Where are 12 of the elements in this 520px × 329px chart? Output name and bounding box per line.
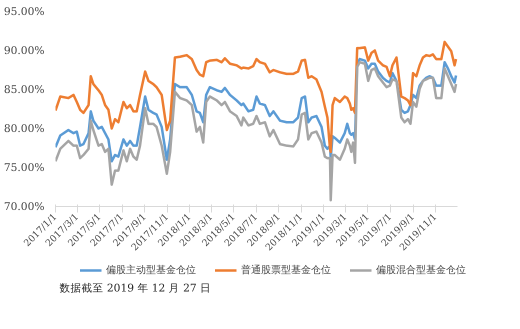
y-tick-label: 80.00%	[4, 122, 45, 135]
legend-label: 偏股混合型基金仓位	[376, 264, 466, 277]
y-tick-label: 95.00%	[4, 5, 45, 18]
y-tick-label: 75.00%	[4, 161, 45, 174]
y-tick-label: 85.00%	[4, 83, 45, 96]
y-tick-label: 90.00%	[4, 44, 45, 57]
legend-label: 偏股主动型基金仓位	[106, 264, 196, 277]
text: 数据截至 2019 年 12 月 27 日	[60, 282, 212, 294]
y-tick-label: 70.00%	[4, 200, 45, 213]
line-series	[56, 60, 458, 202]
legend-label: 普通股票型基金仓位	[241, 264, 331, 277]
line-series	[56, 40, 458, 154]
